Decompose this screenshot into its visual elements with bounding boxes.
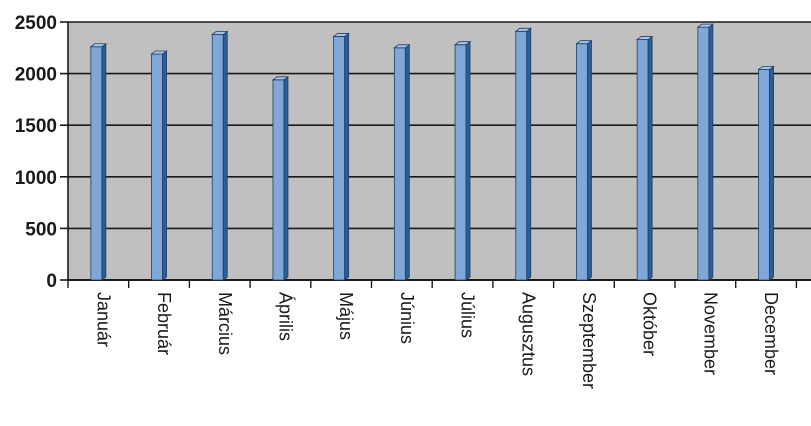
y-tick-label-0: 0	[46, 271, 57, 292]
x-tick-label-8: Augusztus	[518, 292, 538, 376]
bar-8	[514, 27, 532, 281]
x-tick-label-4: Április	[275, 292, 295, 341]
y-tick-label-2500: 2500	[15, 13, 57, 34]
bar-12	[757, 65, 775, 281]
x-tick-label-1: Január	[93, 292, 113, 347]
bar-2	[150, 50, 168, 281]
bar-4	[271, 75, 290, 281]
y-tick-label-2000: 2000	[15, 65, 57, 86]
x-tick-label-9: Szeptember	[579, 292, 599, 389]
bar-6	[393, 43, 411, 281]
bar-11	[696, 23, 715, 281]
bar-7	[453, 40, 472, 281]
x-tick-label-12: December	[761, 292, 781, 375]
y-tick-label-1500: 1500	[15, 116, 57, 137]
y-tick-label-500: 500	[25, 219, 57, 240]
x-tick-label-7: Július	[458, 292, 478, 338]
x-tick-label-3: Március	[215, 292, 235, 355]
bar-9	[575, 39, 593, 281]
bar-1	[89, 42, 108, 281]
x-tick-label-2: Február	[154, 292, 174, 355]
bar-10	[635, 35, 654, 281]
bar-5	[332, 32, 350, 281]
x-tick-label-11: November	[700, 292, 720, 375]
x-tick-label-10: Október	[640, 292, 660, 356]
x-tick-label-5: Május	[336, 292, 356, 340]
x-tick-label-6: Június	[397, 292, 417, 344]
y-tick-label-1000: 1000	[15, 168, 57, 189]
bar-3	[211, 30, 229, 281]
plot-area	[68, 22, 811, 280]
